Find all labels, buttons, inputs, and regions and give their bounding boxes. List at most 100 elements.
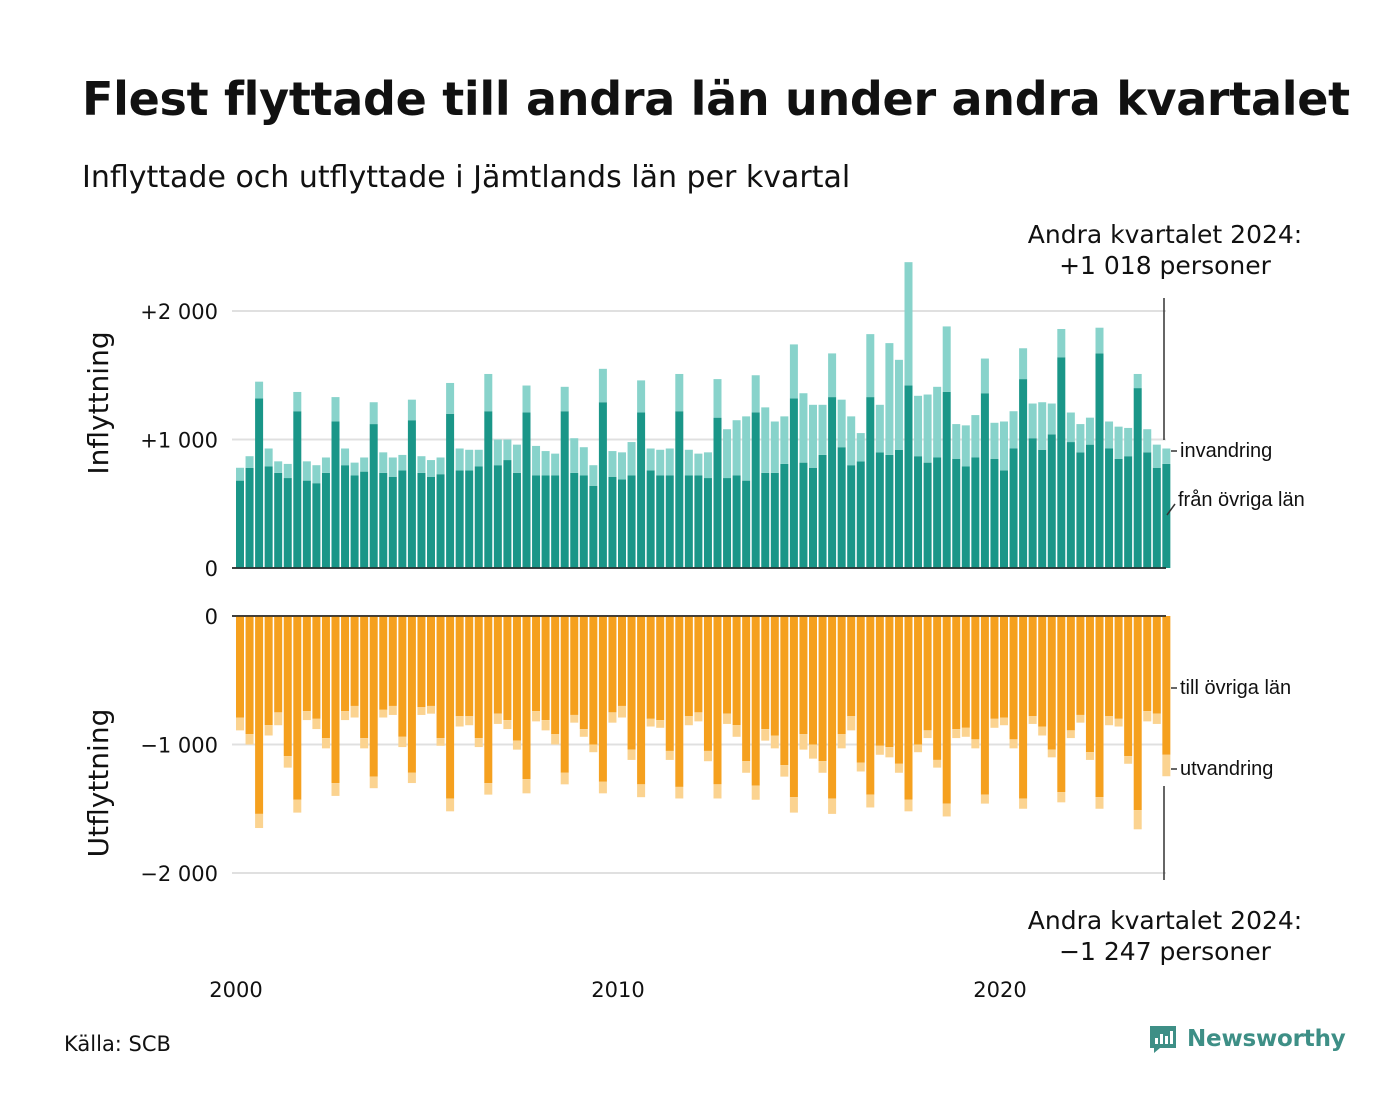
x-tick-label: 2020: [973, 978, 1026, 1002]
bar-outflow-domestic: [732, 616, 741, 726]
bar-inflow-domestic: [446, 413, 455, 568]
bar-outflow-domestic: [512, 616, 521, 741]
y-tick-label-inflow: +1 000: [140, 429, 218, 453]
bar-outflow-emigration: [1066, 730, 1075, 739]
bar-outflow-emigration: [1143, 711, 1152, 722]
bar-outflow-emigration: [875, 745, 884, 755]
x-tick-label: 2000: [209, 978, 262, 1002]
annotation-top-line1: Andra kvartalet 2024:: [1028, 220, 1302, 249]
bar-inflow-immigration: [856, 433, 865, 462]
bar-inflow-domestic: [1047, 434, 1056, 568]
bar-outflow-domestic: [455, 616, 464, 717]
bar-outflow-emigration: [1133, 810, 1142, 830]
bar-outflow-emigration: [703, 750, 712, 762]
bar-outflow-emigration: [532, 711, 541, 722]
bar-outflow-emigration: [522, 779, 531, 794]
bar-inflow-domestic: [742, 480, 751, 568]
bar-outflow-domestic: [369, 616, 378, 777]
y-axis-title-outflow: Utflyttning: [82, 709, 115, 858]
chart-title: Flest flyttade till andra län under andr…: [82, 72, 1350, 126]
bar-inflow-domestic: [665, 475, 674, 568]
bar-outflow-emigration: [436, 738, 445, 746]
source-note: Källa: SCB: [64, 1032, 171, 1056]
bar-outflow-emigration: [694, 712, 703, 722]
bar-outflow-emigration: [1076, 714, 1085, 723]
bar-inflow-immigration: [1162, 448, 1171, 464]
bar-outflow-emigration: [646, 718, 655, 727]
bar-outflow-domestic: [379, 616, 388, 710]
bar-outflow-domestic: [694, 616, 703, 713]
bar-outflow-emigration: [1124, 756, 1133, 764]
bar-outflow-domestic: [398, 616, 407, 737]
bar-inflow-immigration: [952, 424, 961, 459]
bar-outflow-emigration: [990, 718, 999, 728]
x-tick-label: 2010: [591, 978, 644, 1002]
bar-inflow-domestic: [245, 467, 254, 568]
bar-inflow-domestic: [1143, 452, 1152, 568]
bar-inflow-immigration: [914, 395, 923, 457]
bar-inflow-immigration: [1076, 424, 1085, 453]
bar-outflow-emigration: [971, 739, 980, 749]
bar-inflow-immigration: [608, 451, 617, 477]
bar-inflow-immigration: [1000, 421, 1008, 471]
bar-outflow-emigration: [618, 705, 626, 718]
bar-outflow-emigration: [1019, 798, 1028, 809]
bar-inflow-domestic: [407, 420, 416, 568]
bar-inflow-domestic: [598, 402, 607, 568]
bar-outflow-domestic: [856, 616, 865, 763]
bar-outflow-domestic: [904, 616, 913, 800]
y-tick-label-outflow: −2 000: [140, 862, 218, 886]
bar-inflow-domestic: [321, 472, 330, 568]
bar-outflow-domestic: [952, 616, 961, 730]
bar-outflow-emigration: [770, 735, 779, 749]
bar-inflow-immigration: [809, 404, 817, 468]
bar-outflow-domestic: [1124, 616, 1133, 757]
bar-outflow-emigration: [665, 750, 674, 760]
bar-inflow-immigration: [1038, 402, 1047, 450]
bar-inflow-domestic: [1162, 463, 1171, 568]
bar-outflow-emigration: [579, 729, 588, 737]
bar-outflow-domestic: [1114, 616, 1123, 719]
bar-outflow-domestic: [302, 616, 311, 712]
bar-outflow-emigration: [236, 717, 244, 731]
bar-outflow-emigration: [780, 765, 789, 777]
annotation-top-line2: +1 018 personer: [1059, 251, 1272, 280]
bar-outflow-domestic: [293, 616, 302, 800]
bar-inflow-domestic: [971, 457, 980, 568]
bar-inflow-domestic: [236, 480, 244, 568]
bar-inflow-immigration: [293, 391, 302, 412]
bar-outflow-domestic: [809, 616, 817, 745]
bar-inflow-immigration: [627, 442, 636, 476]
bar-outflow-domestic: [522, 616, 531, 780]
bar-inflow-domestic: [331, 421, 340, 568]
bar-inflow-domestic: [675, 411, 684, 568]
y-tick-label-inflow: 0: [205, 557, 218, 581]
bar-inflow-immigration: [1009, 411, 1018, 449]
bar-inflow-immigration: [522, 385, 531, 413]
bar-inflow-domestic: [484, 411, 493, 568]
bar-inflow-immigration: [255, 381, 264, 399]
bar-outflow-emigration: [1000, 717, 1008, 726]
bar-inflow-domestic: [933, 457, 942, 568]
bar-outflow-domestic: [1028, 616, 1037, 717]
bar-inflow-immigration: [933, 386, 942, 458]
bar-outflow-emigration: [866, 794, 875, 808]
bar-inflow-domestic: [990, 458, 999, 568]
bar-outflow-domestic: [321, 616, 330, 739]
bar-inflow-domestic: [369, 424, 378, 568]
bar-inflow-domestic: [417, 472, 426, 568]
bar-outflow-emigration: [245, 734, 254, 745]
bar-inflow-immigration: [551, 453, 560, 476]
bar-inflow-immigration: [417, 456, 426, 473]
bar-outflow-domestic: [1143, 616, 1152, 712]
bar-inflow-domestic: [1114, 458, 1123, 568]
bar-inflow-domestic: [1009, 448, 1018, 568]
series-label-invandring: invandring: [1180, 440, 1272, 462]
bar-inflow-immigration: [847, 416, 856, 466]
bar-inflow-domestic: [904, 385, 913, 568]
bar-outflow-domestic: [990, 616, 999, 719]
bar-outflow-emigration: [474, 738, 483, 748]
bar-inflow-domestic: [684, 475, 693, 568]
bar-outflow-emigration: [560, 772, 569, 785]
bar-inflow-domestic: [436, 474, 445, 568]
